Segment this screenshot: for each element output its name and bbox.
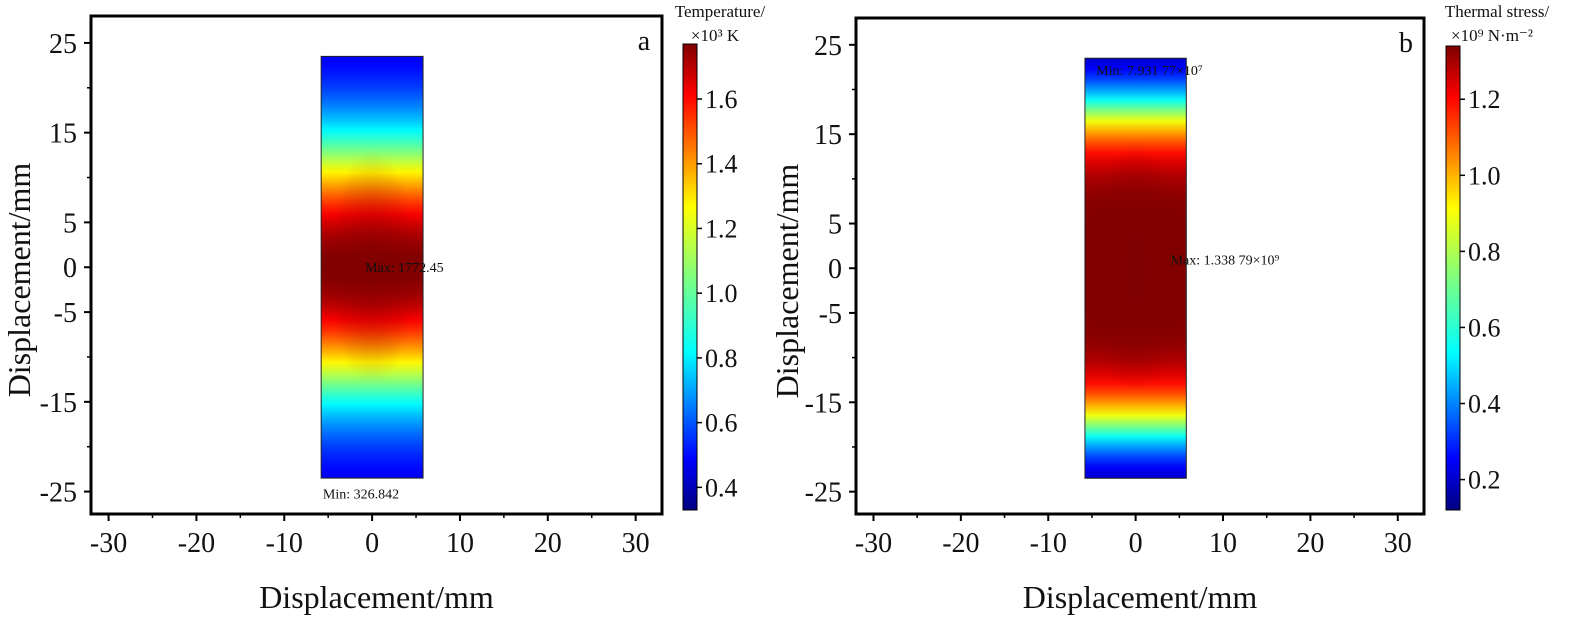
colorbar-tick-label: 1.6 bbox=[705, 85, 738, 114]
y-tick-label: 5 bbox=[63, 208, 77, 239]
y-tick-label: -15 bbox=[40, 388, 77, 419]
x-tick-label: 30 bbox=[1384, 528, 1412, 559]
colorbar-tick-label: 0.6 bbox=[705, 409, 738, 438]
x-tick-label: -30 bbox=[855, 528, 892, 559]
colorbar-tick-label: 0.4 bbox=[1468, 390, 1501, 419]
y-tick-label: -25 bbox=[40, 478, 77, 509]
y-tick-label: -25 bbox=[805, 478, 842, 509]
colorbar-tick-label: 1.0 bbox=[1468, 161, 1501, 190]
y-tick-label: -15 bbox=[805, 388, 842, 419]
y-tick-label: 0 bbox=[63, 253, 77, 284]
y-axis-ticks: 25 15 5 0 -5 -15 -25 bbox=[40, 29, 91, 509]
colorbar-tick-label: 1.2 bbox=[705, 214, 738, 243]
y-tick-label: 5 bbox=[828, 210, 842, 241]
y-axis-label: Displacement/mm bbox=[769, 164, 805, 399]
panel-label: b bbox=[1399, 28, 1413, 59]
panel-thermal-stress: -30 -20 -10 0 10 20 30 25 15 5 0 -5 -15 -25 Displace… bbox=[769, 2, 1549, 615]
max-annotation: Max: 1772.45 bbox=[365, 261, 444, 276]
y-tick-label: -5 bbox=[819, 299, 842, 330]
colorbar-ticks: 0.2 0.4 0.6 0.8 1.0 1.2 bbox=[1460, 85, 1501, 495]
x-axis-ticks: -30 -20 -10 0 10 20 30 bbox=[90, 514, 650, 559]
colorbar-tick-label: 1.2 bbox=[1468, 85, 1501, 114]
panel-temperature: -30 -20 -10 0 10 20 30 25 15 5 0 -5 -15 -25 Displace… bbox=[1, 2, 765, 615]
colorbar bbox=[682, 43, 698, 511]
y-axis-ticks: 25 15 5 0 -5 -15 -25 bbox=[805, 31, 856, 509]
panel-label: a bbox=[638, 26, 651, 57]
colorbar-tick-label: 0.2 bbox=[1468, 466, 1501, 495]
plot-frame bbox=[854, 16, 1426, 516]
y-tick-label: 25 bbox=[49, 29, 77, 60]
x-tick-label: -10 bbox=[1030, 528, 1067, 559]
x-tick-label: 20 bbox=[1296, 528, 1324, 559]
y-tick-label: 25 bbox=[814, 31, 842, 62]
colorbar-tick-label: 0.8 bbox=[705, 344, 738, 373]
x-axis-ticks: -30 -20 -10 0 10 20 30 bbox=[855, 514, 1412, 559]
x-tick-label: -20 bbox=[942, 528, 979, 559]
colorbar-tick-label: 1.0 bbox=[705, 279, 738, 308]
x-tick-label: 20 bbox=[534, 528, 562, 559]
colorbar-title: Thermal stress/ bbox=[1445, 2, 1550, 21]
x-tick-label: 30 bbox=[622, 528, 650, 559]
max-annotation: Max: 1.338 79×10⁹ bbox=[1171, 253, 1280, 268]
y-tick-label: 15 bbox=[49, 119, 77, 150]
x-axis-label: Displacement/mm bbox=[259, 579, 494, 615]
x-tick-label: -10 bbox=[266, 528, 303, 559]
colorbar-title: Temperature/ bbox=[675, 2, 766, 21]
colorbar-ticks: 0.4 0.6 0.8 1.0 1.2 1.4 1.6 bbox=[697, 85, 738, 502]
colorbar bbox=[1445, 45, 1461, 511]
x-tick-label: 0 bbox=[365, 528, 379, 559]
stress-hotspot bbox=[1090, 142, 1182, 395]
temperature-hotspot bbox=[326, 149, 418, 386]
x-tick-label: -20 bbox=[178, 528, 215, 559]
min-annotation: Min: 326.842 bbox=[323, 487, 399, 502]
y-tick-label: -5 bbox=[54, 298, 77, 329]
colorbar-tick-label: 1.4 bbox=[705, 150, 738, 179]
y-tick-label: 0 bbox=[828, 254, 842, 285]
colorbar-unit: ×10³ K bbox=[691, 26, 740, 45]
x-tick-label: 0 bbox=[1129, 528, 1143, 559]
colorbar-tick-label: 0.6 bbox=[1468, 313, 1501, 342]
y-tick-label: 15 bbox=[814, 120, 842, 151]
x-axis-label: Displacement/mm bbox=[1023, 579, 1258, 615]
x-tick-label: -30 bbox=[90, 528, 127, 559]
colorbar-unit: ×10⁹ N·m⁻² bbox=[1451, 26, 1533, 45]
y-axis-label: Displacement/mm bbox=[1, 163, 37, 398]
colorbar-tick-label: 0.8 bbox=[1468, 237, 1501, 266]
x-tick-label: 10 bbox=[446, 528, 474, 559]
min-annotation: Min: 7.931 77×10⁷ bbox=[1096, 64, 1203, 79]
colorbar-tick-label: 0.4 bbox=[705, 473, 738, 502]
plot-frame bbox=[89, 14, 664, 516]
x-tick-label: 10 bbox=[1209, 528, 1237, 559]
